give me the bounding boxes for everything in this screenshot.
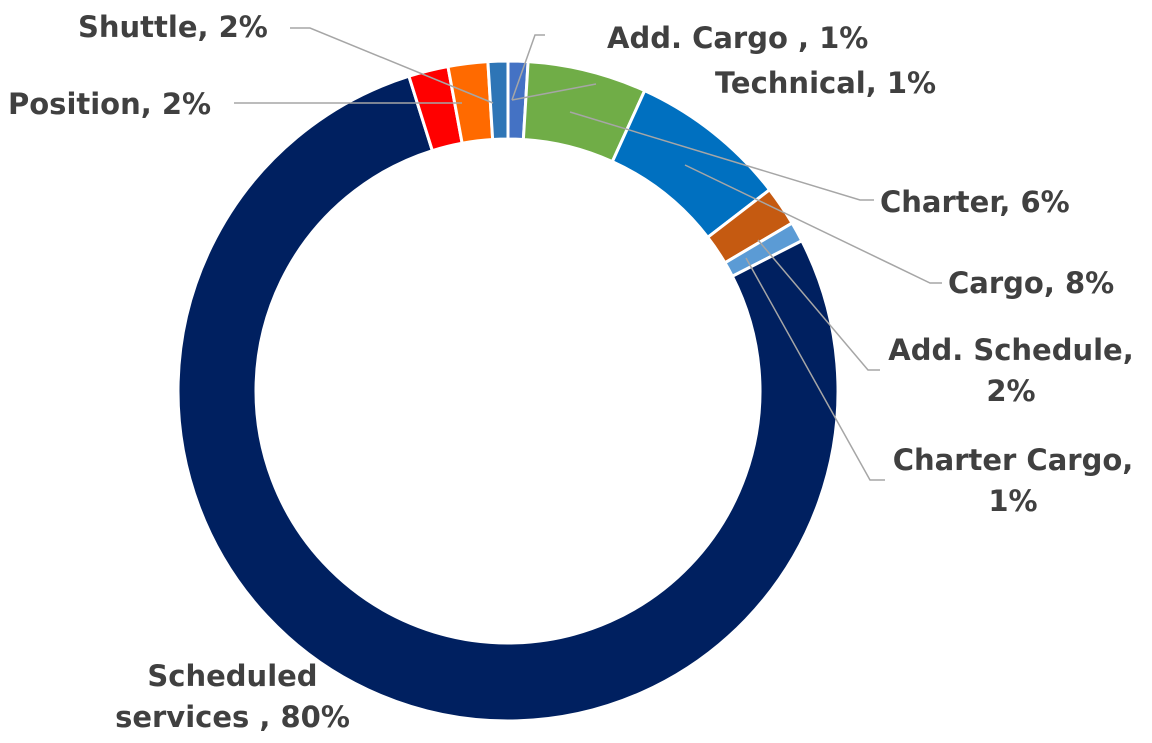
- leader-line: [684, 164, 942, 284]
- data-label: Position, 2%: [8, 87, 212, 121]
- data-label: Charter Cargo, 1%: [892, 443, 1134, 518]
- data-label: Add. Schedule, 2%: [888, 333, 1134, 408]
- donut-slice: [486, 59, 510, 142]
- leader-line: [745, 257, 885, 481]
- data-label: Add. Cargo , 1%: [607, 21, 869, 55]
- leader-line: [757, 239, 880, 371]
- data-label: Charter, 6%: [880, 185, 1070, 219]
- data-label: Cargo, 8%: [948, 266, 1115, 300]
- data-label: Shuttle, 2%: [78, 10, 268, 44]
- slices: [176, 59, 840, 723]
- leader-lines: [234, 27, 942, 481]
- leader-line: [511, 34, 545, 101]
- leader-line: [569, 111, 874, 201]
- leader-line: [511, 83, 597, 101]
- data-label: Scheduled services , 80%: [115, 659, 350, 734]
- donut-slice: [176, 74, 840, 723]
- data-label: Technical, 1%: [715, 66, 937, 100]
- leader-line: [290, 27, 494, 104]
